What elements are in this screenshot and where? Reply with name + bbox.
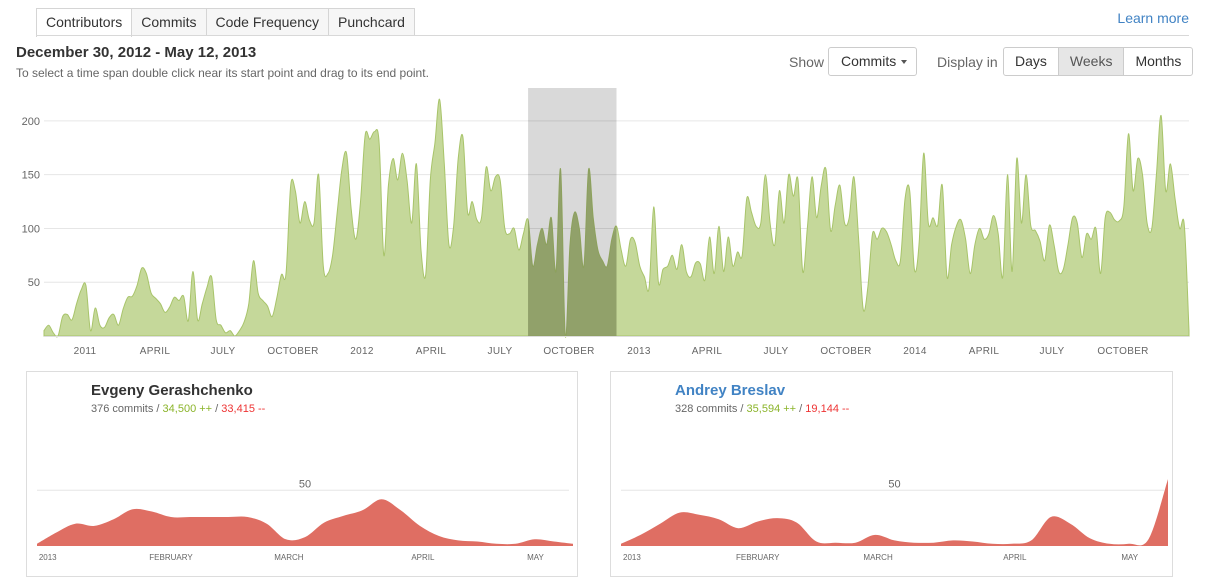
tab-commits[interactable]: Commits — [131, 8, 207, 35]
additions-count: 35,594 ++ — [746, 403, 797, 415]
contributor-stats: 376 commits / 34,500 ++ / 33,415 -- — [91, 403, 265, 415]
x-tick-label: MAY — [1121, 553, 1138, 562]
selected-area — [528, 168, 617, 338]
graph-tabs: Contributors Commits Code Frequency Punc… — [36, 8, 415, 37]
tabs-divider — [36, 35, 1189, 36]
x-tick-label: APRIL — [1003, 553, 1027, 562]
x-tick-label: JULY — [488, 346, 513, 357]
x-tick-label: MARCH — [863, 553, 893, 562]
x-tick-label: OCTOBER — [820, 346, 871, 357]
contributions-area — [43, 98, 1190, 338]
show-metric-value: Commits — [841, 53, 897, 69]
contributor-area — [621, 479, 1168, 546]
caret-down-icon — [901, 60, 908, 65]
date-range-title: December 30, 2012 - May 12, 2013 — [16, 44, 257, 61]
x-tick-label: APRIL — [411, 553, 435, 562]
contributor-card: Andrey Breslav 328 commits / 35,594 ++ /… — [610, 371, 1173, 577]
x-tick-label: JULY — [764, 346, 789, 357]
x-tick-label: APRIL — [969, 346, 1000, 357]
stats-separator: / — [799, 403, 803, 415]
avatar[interactable] — [620, 383, 668, 431]
tab-contributors[interactable]: Contributors — [36, 8, 133, 37]
x-tick-label: APRIL — [140, 346, 171, 357]
x-tick-label: JULY — [211, 346, 236, 357]
x-tick-label: 2011 — [74, 346, 97, 357]
stats-separator: / — [740, 403, 744, 415]
contributor-mini-chart: 50 2013 FEBRUARY MARCH APRIL MAY — [621, 478, 1168, 562]
deletions-count: 19,144 -- — [805, 403, 850, 415]
days-button[interactable]: Days — [1003, 47, 1059, 76]
y-tick-label: 50 — [888, 478, 900, 490]
x-tick-label: OCTOBER — [543, 346, 594, 357]
weeks-button[interactable]: Weeks — [1057, 47, 1125, 76]
x-tick-label: FEBRUARY — [736, 553, 780, 562]
interval-button-group: Days Weeks Months — [1003, 47, 1194, 76]
contributor-area — [37, 499, 573, 546]
contributions-chart[interactable]: 50 100 150 200 2011 APRIL JULY OCTOBER 2012 APRIL… — [0, 86, 1207, 360]
deletions-count: 33,415 -- — [221, 403, 266, 415]
months-button[interactable]: Months — [1123, 47, 1194, 76]
display-in-label: Display in — [937, 54, 998, 70]
y-tick-label: 200 — [22, 116, 40, 128]
x-tick-label: MAY — [527, 553, 544, 562]
contributor-name: Evgeny Gerashchenko — [91, 382, 253, 399]
learn-more-link[interactable]: Learn more — [1117, 10, 1189, 26]
contributor-card: Evgeny Gerashchenko 376 commits / 34,500… — [26, 371, 578, 577]
contributor-name-link[interactable]: Andrey Breslav — [675, 382, 786, 399]
x-tick-label: JULY — [1040, 346, 1065, 357]
commit-count: 328 commits — [675, 403, 738, 415]
x-tick-label: 2014 — [903, 346, 927, 357]
show-metric-select[interactable]: Commits — [828, 47, 917, 76]
x-tick-label: OCTOBER — [267, 346, 318, 357]
x-tick-label: APRIL — [416, 346, 447, 357]
stats-separator: / — [215, 403, 219, 415]
x-tick-label: 2013 — [623, 553, 641, 562]
tab-code-frequency[interactable]: Code Frequency — [205, 8, 330, 35]
x-tick-label: 2012 — [350, 346, 374, 357]
commit-count: 376 commits — [91, 403, 154, 415]
x-tick-label: FEBRUARY — [149, 553, 193, 562]
additions-count: 34,500 ++ — [162, 403, 213, 415]
tab-punchcard[interactable]: Punchcard — [328, 8, 415, 35]
stats-separator: / — [156, 403, 160, 415]
date-range-hint: To select a time span double click near … — [16, 66, 429, 80]
contributor-stats: 328 commits / 35,594 ++ / 19,144 -- — [675, 403, 849, 415]
y-tick-label: 150 — [22, 170, 40, 182]
avatar[interactable] — [36, 383, 84, 431]
x-tick-label: APRIL — [692, 346, 723, 357]
show-label: Show — [789, 54, 825, 70]
x-tick-label: 2013 — [39, 553, 57, 562]
contributor-mini-chart: 50 2013 FEBRUARY MARCH APRIL MAY — [37, 478, 573, 562]
y-tick-label: 100 — [22, 223, 40, 235]
x-tick-label: MARCH — [274, 553, 304, 562]
y-tick-label: 50 — [28, 277, 40, 289]
y-tick-label: 50 — [299, 478, 311, 490]
x-tick-label: 2013 — [627, 346, 651, 357]
x-tick-label: OCTOBER — [1097, 346, 1148, 357]
